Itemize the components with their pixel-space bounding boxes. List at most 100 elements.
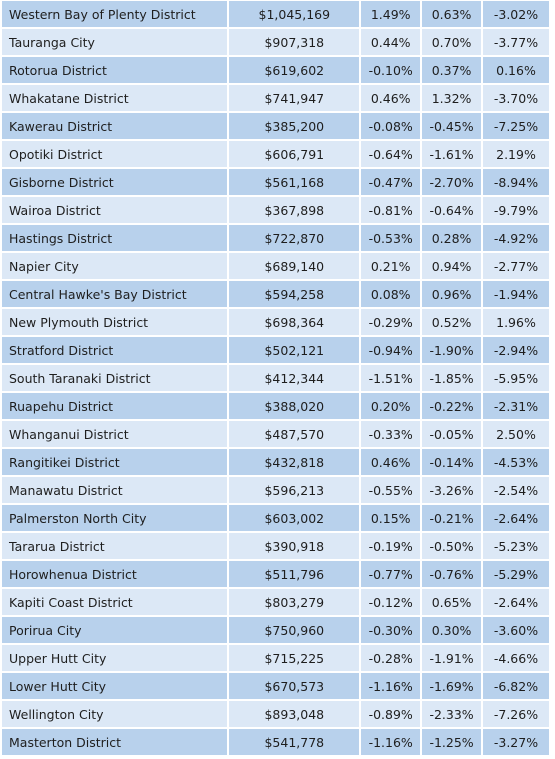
table-cell: -0.22%	[422, 393, 481, 419]
table-cell: -0.21%	[422, 505, 481, 531]
district-name: Napier City	[2, 253, 228, 279]
table-cell: -0.94%	[361, 337, 421, 363]
table-row: Central Hawke's Bay District $594,258 0.08…	[2, 281, 549, 307]
district-name: Kawerau District	[2, 113, 228, 139]
table-cell: 0.70%	[422, 29, 481, 55]
table-cell: 0.44%	[361, 29, 421, 55]
table-cell: 0.96%	[422, 281, 481, 307]
table-row: Rotorua District $619,602 -0.10% 0.37% 0.16%	[2, 57, 549, 83]
district-name: Kapiti Coast District	[2, 589, 228, 615]
table-row: Kapiti Coast District $803,279 -0.12% 0.65%…	[2, 589, 549, 615]
table-cell: 0.30%	[422, 617, 481, 643]
table-cell: $561,168	[229, 169, 360, 195]
table-cell: $388,020	[229, 393, 360, 419]
table-cell: -1.69%	[422, 673, 481, 699]
district-name: Horowhenua District	[2, 561, 228, 587]
table-cell: -6.82%	[482, 673, 549, 699]
table-cell: $596,213	[229, 477, 360, 503]
table-row: Ruapehu District $388,020 0.20% -0.22% -2.31…	[2, 393, 549, 419]
table-row: Wellington City $893,048 -0.89% -2.33% -7.26…	[2, 701, 549, 727]
table-cell: 2.50%	[482, 421, 549, 447]
table-row: Lower Hutt City $670,573 -1.16% -1.69% -6.82…	[2, 673, 549, 699]
table-cell: 0.65%	[422, 589, 481, 615]
table-cell: -0.19%	[361, 533, 421, 559]
table-cell: -0.81%	[361, 197, 421, 223]
table-row: Stratford District $502,121 -0.94% -1.90% -2…	[2, 337, 549, 363]
district-name: Stratford District	[2, 337, 228, 363]
table-row: South Taranaki District $412,344 -1.51% -1.…	[2, 365, 549, 391]
table-cell: 2.19%	[482, 141, 549, 167]
table-cell: $502,121	[229, 337, 360, 363]
table-cell: 0.28%	[422, 225, 481, 251]
district-name: Upper Hutt City	[2, 645, 228, 671]
table-row: Opotiki District $606,791 -0.64% -1.61% 2.19…	[2, 141, 549, 167]
table-cell: -1.51%	[361, 365, 421, 391]
table-cell: 0.94%	[422, 253, 481, 279]
table-cell: -8.94%	[482, 169, 549, 195]
table-cell: -3.02%	[482, 1, 549, 27]
table-cell: -4.66%	[482, 645, 549, 671]
table-cell: -0.08%	[361, 113, 421, 139]
table-cell: 0.52%	[422, 309, 481, 335]
table-cell: -0.77%	[361, 561, 421, 587]
table-cell: -2.64%	[482, 505, 549, 531]
table-cell: -2.31%	[482, 393, 549, 419]
table-cell: -0.76%	[422, 561, 481, 587]
district-name: Tauranga City	[2, 29, 228, 55]
table-cell: $715,225	[229, 645, 360, 671]
table-cell: -0.12%	[361, 589, 421, 615]
table-row: Manawatu District $596,213 -0.55% -3.26% -2.…	[2, 477, 549, 503]
table-cell: 0.63%	[422, 1, 481, 27]
table-row: Porirua City $750,960 -0.30% 0.30% -3.60%	[2, 617, 549, 643]
table-cell: -5.23%	[482, 533, 549, 559]
table-cell: -5.29%	[482, 561, 549, 587]
table-cell: -2.94%	[482, 337, 549, 363]
table-cell: $803,279	[229, 589, 360, 615]
table-row: New Plymouth District $698,364 -0.29% 0.52%…	[2, 309, 549, 335]
table-row: Kawerau District $385,200 -0.08% -0.45% -7.2…	[2, 113, 549, 139]
table-cell: $741,947	[229, 85, 360, 111]
table-cell: $750,960	[229, 617, 360, 643]
table-cell: -0.10%	[361, 57, 421, 83]
table-cell: -7.25%	[482, 113, 549, 139]
table-cell: $893,048	[229, 701, 360, 727]
table-cell: -0.89%	[361, 701, 421, 727]
table-cell: -4.53%	[482, 449, 549, 475]
table-cell: 0.46%	[361, 85, 421, 111]
table-row: Wairoa District $367,898 -0.81% -0.64% -9.79…	[2, 197, 549, 223]
table-cell: $367,898	[229, 197, 360, 223]
district-name: Palmerston North City	[2, 505, 228, 531]
table-cell: -0.28%	[361, 645, 421, 671]
table-cell: 0.21%	[361, 253, 421, 279]
table-cell: 0.15%	[361, 505, 421, 531]
table-body: Western Bay of Plenty District $1,045,169…	[2, 1, 549, 755]
table-row: Whanganui District $487,570 -0.33% -0.05% 2.…	[2, 421, 549, 447]
table-cell: -1.94%	[482, 281, 549, 307]
district-name: Opotiki District	[2, 141, 228, 167]
table-cell: -2.70%	[422, 169, 481, 195]
table-cell: -5.95%	[482, 365, 549, 391]
table-cell: $1,045,169	[229, 1, 360, 27]
table-cell: 1.96%	[482, 309, 549, 335]
table-cell: -2.77%	[482, 253, 549, 279]
table-cell: -2.54%	[482, 477, 549, 503]
table-cell: $907,318	[229, 29, 360, 55]
table-cell: 0.08%	[361, 281, 421, 307]
district-name: Porirua City	[2, 617, 228, 643]
table-row: Horowhenua District $511,796 -0.77% -0.76% -…	[2, 561, 549, 587]
table-cell: -1.90%	[422, 337, 481, 363]
district-name: New Plymouth District	[2, 309, 228, 335]
table-cell: $432,818	[229, 449, 360, 475]
district-name: Tararua District	[2, 533, 228, 559]
district-name: Gisborne District	[2, 169, 228, 195]
table-cell: $619,602	[229, 57, 360, 83]
table-cell: $541,778	[229, 729, 360, 755]
table-cell: 0.20%	[361, 393, 421, 419]
district-name: Masterton District	[2, 729, 228, 755]
table-cell: $594,258	[229, 281, 360, 307]
table-cell: -0.05%	[422, 421, 481, 447]
table-cell: -1.85%	[422, 365, 481, 391]
table-cell: $385,200	[229, 113, 360, 139]
table-cell: 0.16%	[482, 57, 549, 83]
table-cell: -9.79%	[482, 197, 549, 223]
